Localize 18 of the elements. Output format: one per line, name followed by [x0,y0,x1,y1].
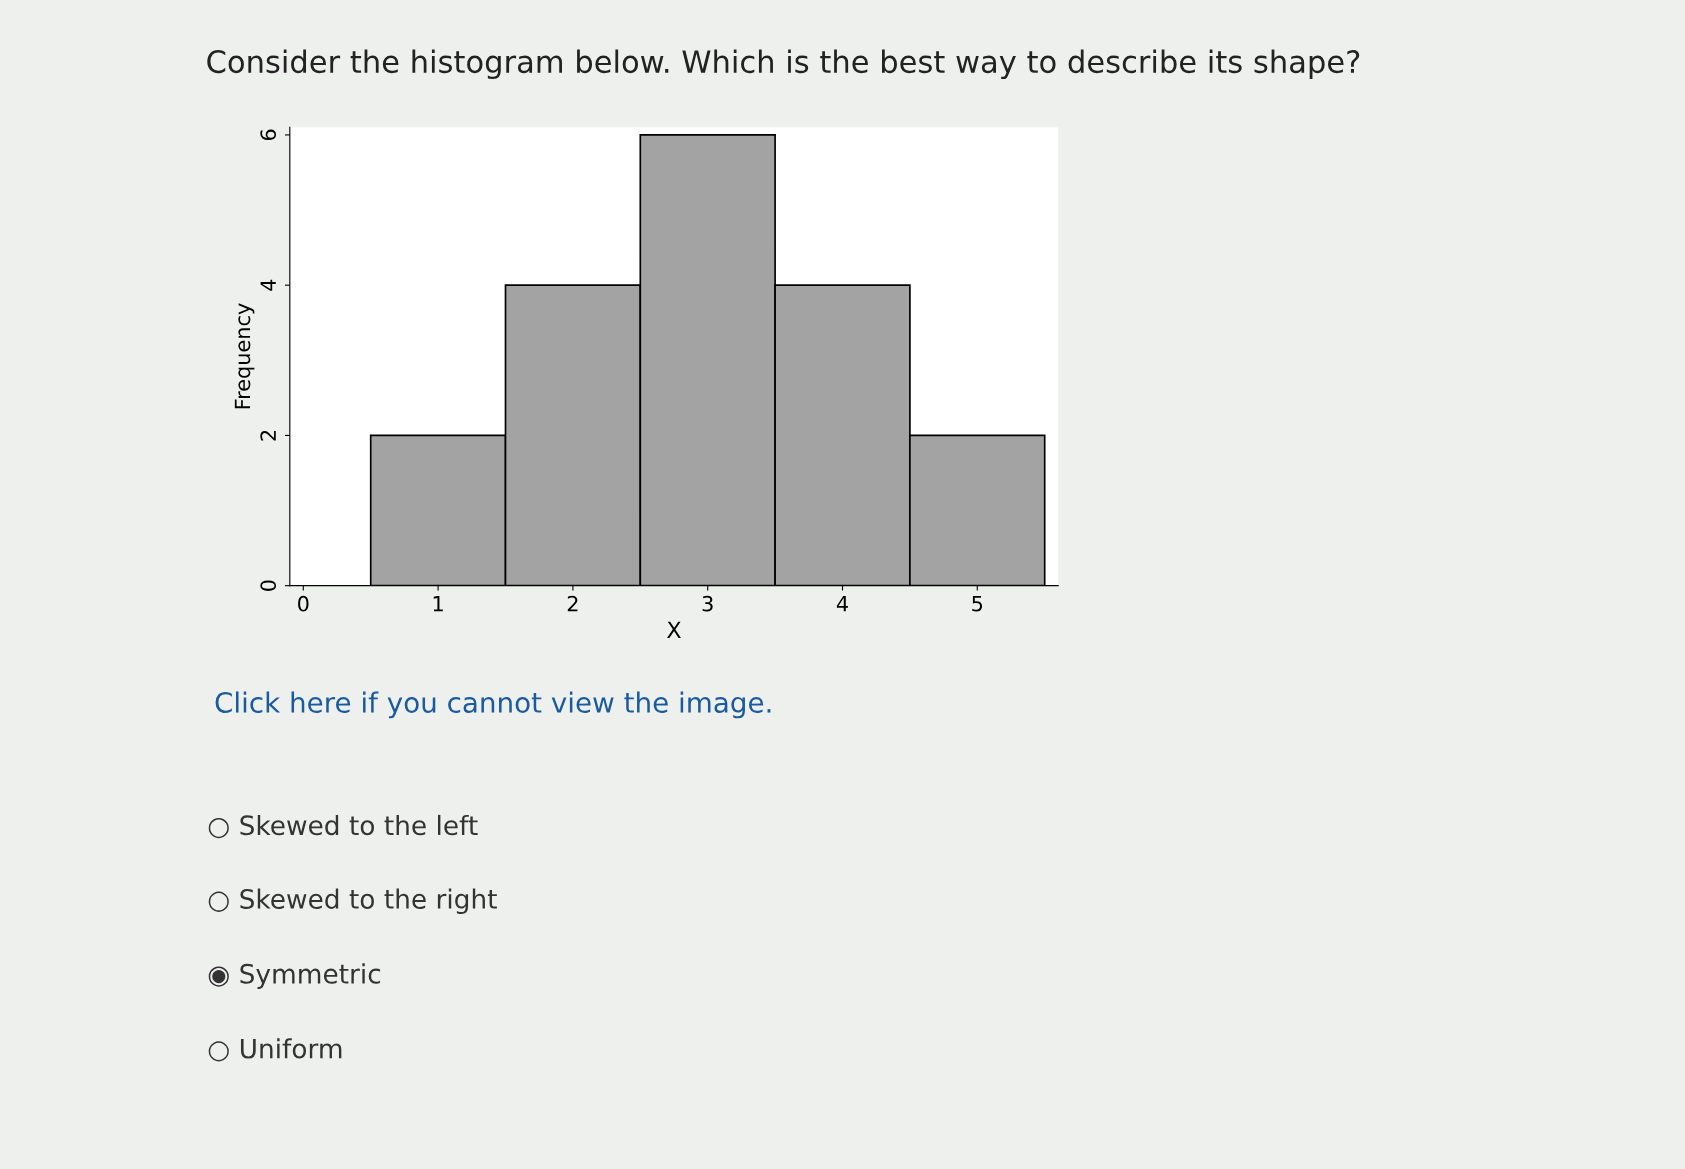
text: ○ Skewed to the right [208,888,497,915]
x-tick-label: 3 [702,595,713,612]
x-tick-label: 4 [836,596,848,612]
x-axis-title: X [667,621,681,638]
y-tick-label: 4 [260,279,276,291]
x-tick-label: 1 [433,596,443,612]
x-tick-label: 2 [567,595,578,612]
y-tick-label: 6 [260,129,277,141]
x-tick-label: 5 [972,596,983,612]
y-tick-label: 2 [260,430,276,441]
text: ○ Uniform [208,1038,342,1062]
y-tick-label: 0 [260,580,277,591]
text: ◉ Symmetric [208,963,381,989]
y-axis-title: Frequency [234,303,255,409]
text: Click here if you cannot view the image. [215,691,771,719]
text: ○ Skewed to the left [208,814,478,839]
x-tick-label: 0 [298,595,309,612]
chart-title: Consider the histogram below. Which is the best way to describe its shape? [207,49,1360,80]
